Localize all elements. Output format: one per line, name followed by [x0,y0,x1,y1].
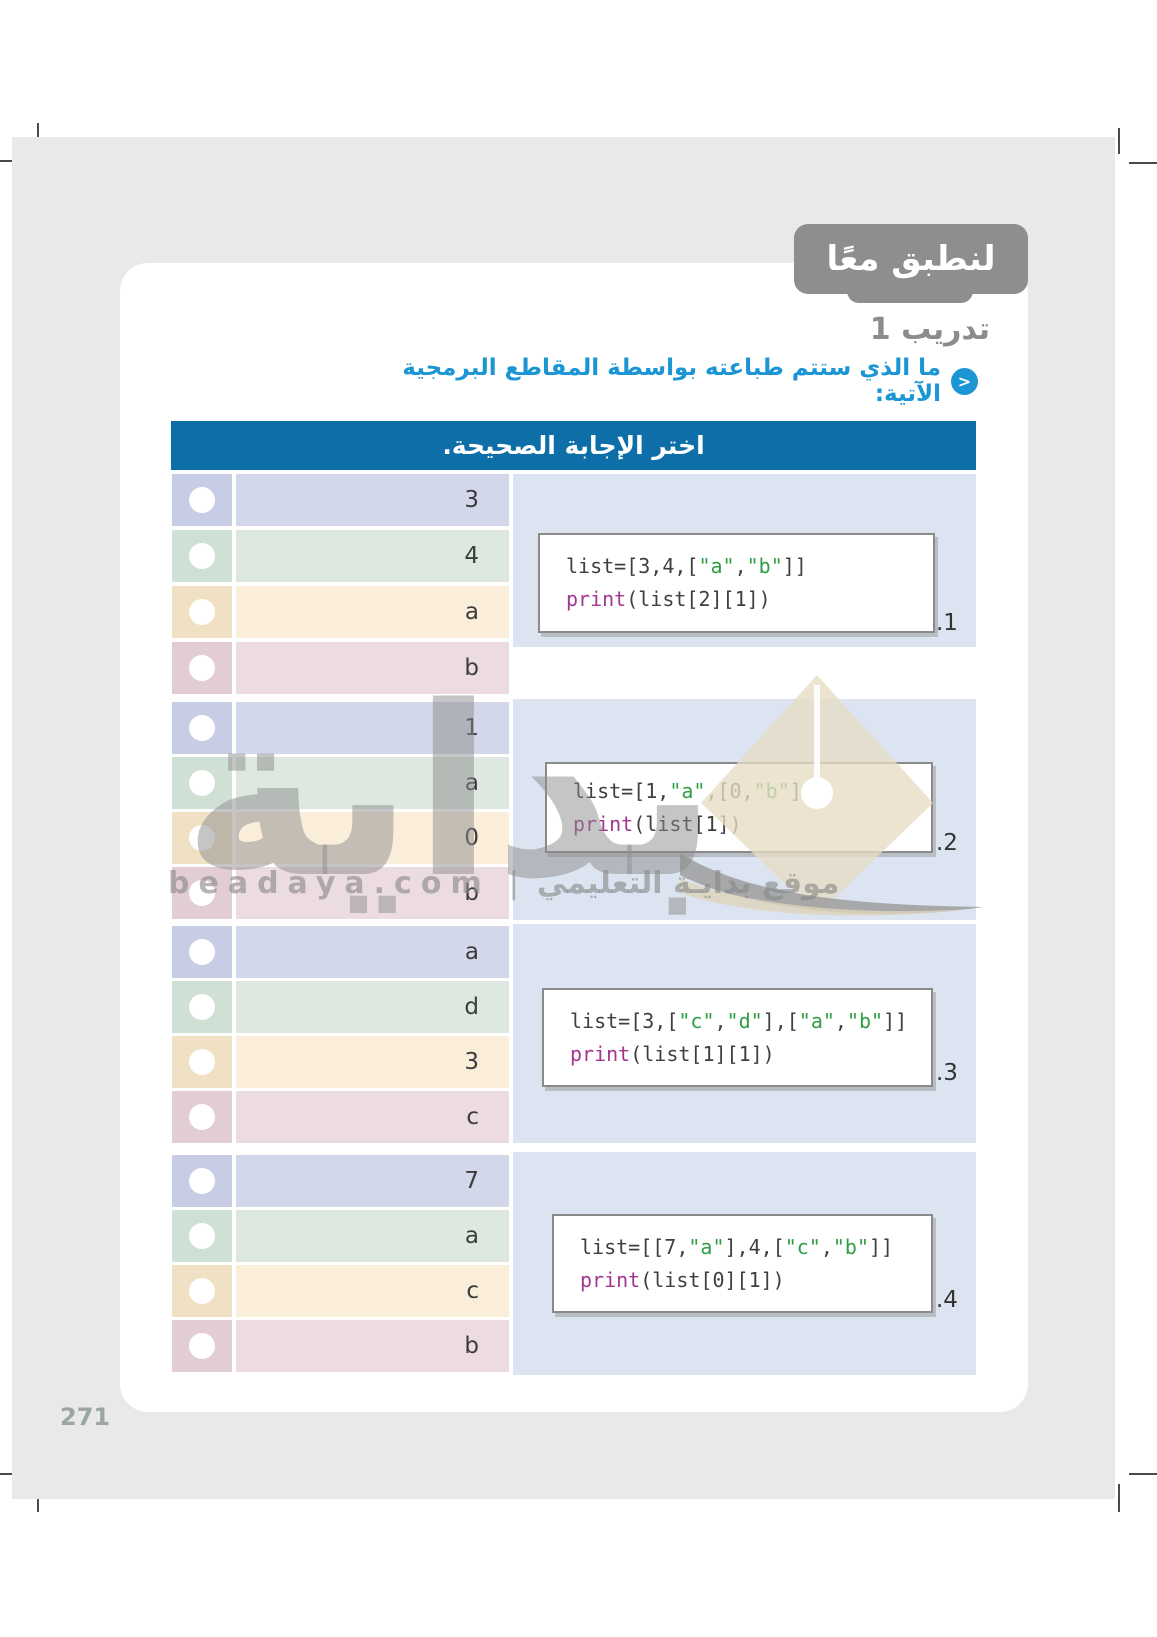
radio-button[interactable] [189,880,215,906]
radio-button[interactable] [189,487,215,513]
question-number-3: .3 [936,1060,958,1086]
radio-cell-q3-option1[interactable] [172,926,232,978]
question-prompt-line: < ما الذي ستتم طباعته بواسطة المقاطع الب… [400,355,978,407]
option-label: b [464,1333,479,1359]
code-box-4: list=[[7,"a"],4,["c","b"]] print(list[0]… [552,1214,933,1313]
option-q4-2[interactable]: a [236,1210,509,1262]
option-label: a [464,770,479,796]
radio-cell-q4-option3[interactable] [172,1265,232,1317]
radio-button[interactable] [189,655,215,681]
radio-cell-q2-option3[interactable] [172,812,232,864]
radio-cell-q3-option2[interactable] [172,981,232,1033]
chevron-left-icon: < [951,367,978,395]
crop-mark [1129,162,1157,164]
radio-cell-q3-option4[interactable] [172,1091,232,1143]
option-q2-2[interactable]: a [236,757,509,809]
code-line: list=[1,"a",[0,"b"]] [573,778,814,803]
radio-button[interactable] [189,1168,215,1194]
option-q2-4[interactable]: b [236,867,509,919]
question-prompt: ما الذي ستتم طباعته بواسطة المقاطع البرم… [402,355,941,407]
option-q1-2[interactable]: 4 [236,530,509,582]
radio-cell-q1-option1[interactable] [172,474,232,526]
radio-button[interactable] [189,543,215,569]
option-label: b [464,880,479,906]
radio-cell-q2-option1[interactable] [172,702,232,754]
badge-label: لنطبق معًا [826,239,996,279]
radio-button[interactable] [189,1223,215,1249]
radio-button[interactable] [189,825,215,851]
radio-button[interactable] [189,770,215,796]
chevron-glyph: < [957,371,972,391]
code-line: list=[[7,"a"],4,["c","b"]] [580,1234,894,1259]
option-q4-1[interactable]: 7 [236,1155,509,1207]
radio-button[interactable] [189,1049,215,1075]
radio-cell-q1-option4[interactable] [172,642,232,694]
option-q2-3[interactable]: 0 [236,812,509,864]
option-label: a [464,939,479,965]
code-line: print(list[1]) [573,811,742,836]
question-number-4: .4 [936,1287,958,1313]
crop-mark [1118,1484,1120,1512]
code-box-2: list=[1,"a",[0,"b"]] print(list[1]) [545,762,933,853]
option-label: c [466,1104,479,1130]
code-line: print(list[2][1]) [566,587,771,611]
option-label: d [464,994,479,1020]
radio-cell-q3-option3[interactable] [172,1036,232,1088]
option-q3-3[interactable]: 3 [236,1036,509,1088]
option-label: a [464,599,479,625]
code-line: list=[3,["c","d"],["a","b"]] [570,1008,908,1033]
option-label: 4 [464,543,479,569]
radio-cell-q4-option1[interactable] [172,1155,232,1207]
radio-button[interactable] [189,1333,215,1359]
question-number-2: .2 [936,830,958,856]
option-label: 3 [464,1049,479,1075]
option-q2-1[interactable]: 1 [236,702,509,754]
radio-cell-q2-option2[interactable] [172,757,232,809]
radio-cell-q1-option3[interactable] [172,586,232,638]
radio-cell-q4-option2[interactable] [172,1210,232,1262]
option-label: 7 [464,1168,479,1194]
radio-button[interactable] [189,994,215,1020]
radio-cell-q1-option2[interactable] [172,530,232,582]
radio-button[interactable] [189,1104,215,1130]
option-q3-2[interactable]: d [236,981,509,1033]
table-header-label: اختر الإجابة الصحيحة. [442,431,705,460]
option-q1-1[interactable]: 3 [236,474,509,526]
option-label: b [464,655,479,681]
code-line: print(list[1][1]) [570,1041,775,1066]
code-box-3: list=[3,["c","d"],["a","b"]] print(list[… [542,988,933,1087]
code-line: list=[3,4,["a","b"]] [566,554,807,578]
radio-cell-q4-option4[interactable] [172,1320,232,1372]
option-q1-3[interactable]: a [236,586,509,638]
option-q4-4[interactable]: b [236,1320,509,1372]
option-label: 1 [464,715,479,741]
code-line: print(list[0][1]) [580,1267,785,1292]
page-number: 271 [60,1403,111,1431]
option-q3-1[interactable]: a [236,926,509,978]
answers-table-header: اختر الإجابة الصحيحة. [171,421,976,470]
radio-button[interactable] [189,1278,215,1304]
radio-button[interactable] [189,939,215,965]
code-box-1: list=[3,4,["a","b"]] print(list[2][1]) [538,533,935,633]
option-q4-3[interactable]: c [236,1265,509,1317]
option-label: 0 [464,825,479,851]
radio-button[interactable] [189,599,215,625]
radio-cell-q2-option4[interactable] [172,867,232,919]
exercise-title: تدريب 1 [869,312,990,347]
option-label: a [464,1223,479,1249]
question-number-1: .1 [936,610,958,636]
radio-button[interactable] [189,715,215,741]
crop-mark [1118,128,1120,154]
crop-mark [1129,1473,1157,1475]
option-label: 3 [464,487,479,513]
option-label: c [466,1278,479,1304]
option-q3-4[interactable]: c [236,1091,509,1143]
apply-together-badge: لنطبق معًا [794,224,1028,294]
option-q1-4[interactable]: b [236,642,509,694]
